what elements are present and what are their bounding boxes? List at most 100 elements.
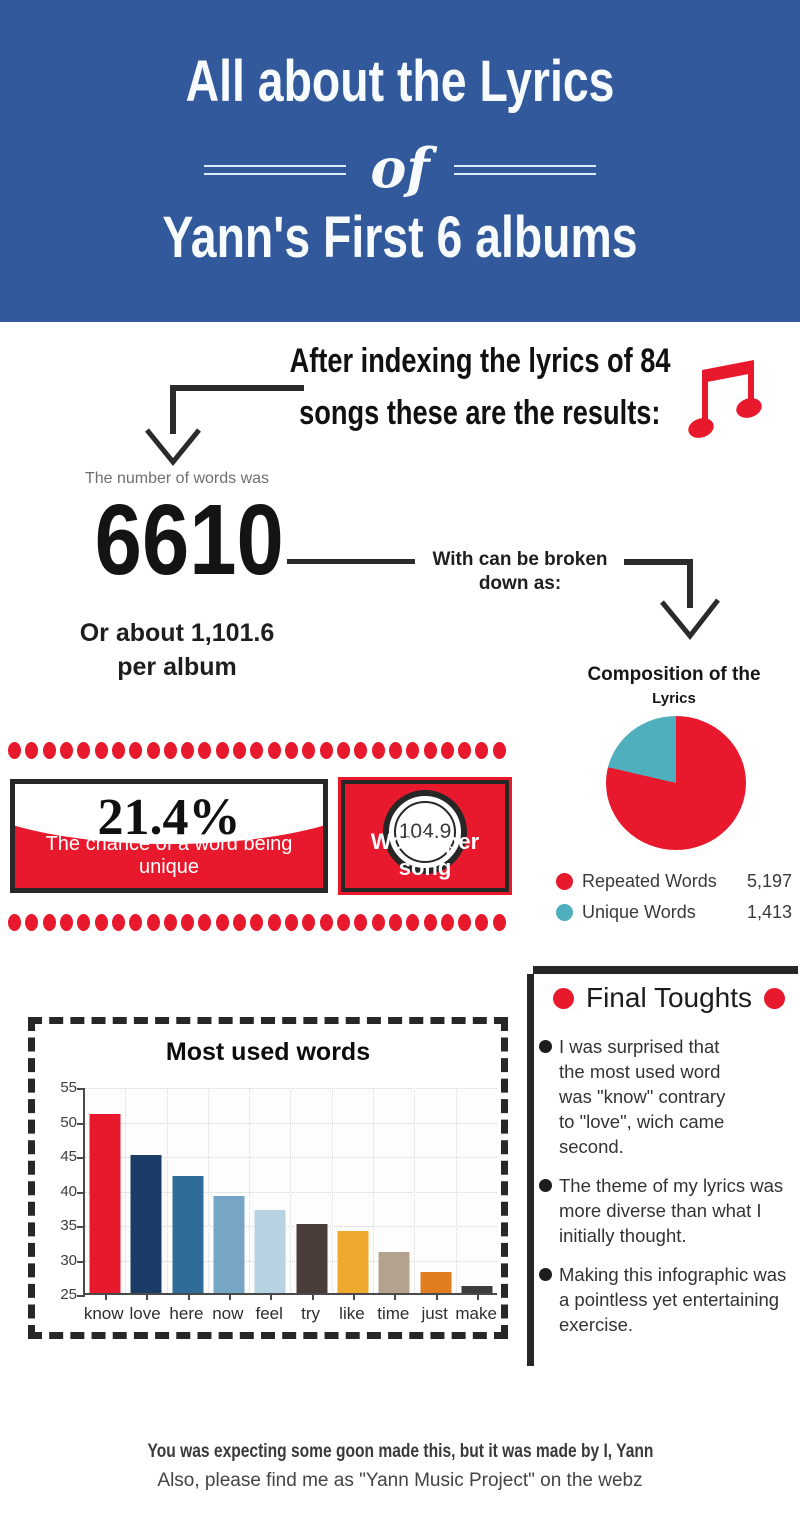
bar-column bbox=[455, 1088, 497, 1300]
red-dot-icon bbox=[111, 742, 125, 759]
x-tick bbox=[270, 1293, 273, 1300]
red-dot-icon bbox=[198, 742, 212, 759]
unique-percentage-value: 21.4% bbox=[97, 789, 241, 846]
breakdown-text: With can be broken down as: bbox=[432, 549, 608, 594]
x-label-feel: feel bbox=[255, 1304, 283, 1323]
main-title-line2: Yann's First 6 albums bbox=[162, 205, 638, 270]
red-dot-icon bbox=[163, 742, 177, 759]
per-album-text: Or about 1,101.6 per album bbox=[79, 619, 275, 681]
red-dot-icon bbox=[181, 742, 195, 759]
red-dot-icon bbox=[233, 742, 247, 759]
pie-chart bbox=[606, 716, 746, 850]
unique-percentage-caption: The chance of a word being unique bbox=[45, 833, 293, 878]
footer-line1: You was expecting some goon made this, b… bbox=[147, 1441, 653, 1462]
bar-chart-x-labels: know love here now feel try like time just make bbox=[83, 1304, 497, 1324]
words-per-song-card: 104.9 Words per song bbox=[338, 777, 512, 895]
red-dot-icon bbox=[146, 914, 160, 931]
bar-chart-panel: Most used words 55 50 45 40 35 30 25 know love h… bbox=[28, 1017, 508, 1339]
word-count-value: 6610 bbox=[94, 484, 284, 596]
red-dot-icon bbox=[8, 742, 21, 759]
title-divider: of bbox=[0, 138, 800, 202]
red-dot-icon bbox=[8, 914, 21, 931]
x-label-try: try bbox=[301, 1304, 320, 1323]
red-dot-icon bbox=[250, 914, 264, 931]
dots-row bbox=[8, 742, 506, 760]
words-per-song-caption: Words per song bbox=[370, 829, 480, 880]
x-label-make: make bbox=[455, 1304, 497, 1323]
red-dot-icon bbox=[764, 987, 786, 1009]
final-thoughts-list: I was surprised that the most used word … bbox=[539, 1034, 795, 1351]
y-tick-label: 45 bbox=[60, 1148, 77, 1165]
red-dot-icon bbox=[59, 914, 73, 931]
y-tick-label: 50 bbox=[60, 1113, 77, 1131]
red-dot-icon bbox=[492, 742, 506, 759]
red-dot-icon bbox=[458, 914, 472, 931]
bullet-text: I was surprised that the most used word … bbox=[559, 1036, 726, 1157]
bar-column bbox=[85, 1088, 125, 1300]
red-dot-icon bbox=[371, 914, 385, 931]
y-tick-label: 25 bbox=[60, 1286, 77, 1303]
red-dot-icon bbox=[25, 742, 39, 759]
red-dot-icon bbox=[129, 914, 143, 931]
bar-like bbox=[337, 1230, 369, 1293]
red-dot-icon bbox=[111, 914, 125, 931]
red-dot-icon bbox=[336, 742, 350, 759]
red-dot-icon bbox=[388, 914, 402, 931]
final-thoughts-side-bar bbox=[527, 974, 534, 1366]
red-dot-icon bbox=[285, 914, 298, 931]
legend-row: Unique Words 1,413 bbox=[556, 897, 792, 928]
x-tick bbox=[435, 1293, 438, 1300]
legend-dot-icon bbox=[556, 904, 573, 921]
bar-just bbox=[420, 1272, 452, 1293]
divider-double-line-right bbox=[453, 165, 596, 175]
main-title-line1: All about the Lyrics bbox=[185, 49, 615, 114]
red-dot-icon bbox=[475, 914, 489, 931]
bar-love bbox=[130, 1155, 162, 1293]
bar-column bbox=[166, 1088, 208, 1300]
pie-legend: Repeated Words 5,197 Unique Words 1,413 bbox=[556, 866, 792, 928]
x-label-just: just bbox=[421, 1304, 448, 1323]
y-tick bbox=[77, 1157, 85, 1159]
red-dot-icon bbox=[302, 914, 316, 931]
final-thoughts-title-text: Final Toughts bbox=[585, 982, 753, 1013]
bar-column bbox=[249, 1088, 290, 1300]
footer: You was expecting some goon made this, b… bbox=[0, 1441, 800, 1492]
intro-line1: After indexing the lyrics of 84 bbox=[289, 342, 671, 380]
red-dot-icon bbox=[59, 742, 73, 759]
x-tick bbox=[476, 1293, 479, 1300]
bullet-dot-icon bbox=[539, 1268, 552, 1281]
bar-try bbox=[296, 1224, 328, 1293]
connector-line bbox=[287, 559, 415, 564]
y-tick bbox=[77, 1191, 85, 1194]
red-dot-icon bbox=[319, 914, 333, 931]
music-note-icon bbox=[688, 360, 762, 438]
red-dot-icon bbox=[215, 914, 229, 931]
pie-title-line1: Composition of the bbox=[587, 664, 761, 685]
y-tick-label: 30 bbox=[60, 1251, 77, 1269]
legend-dot-icon bbox=[556, 873, 573, 890]
final-thoughts-bullet: The theme of my lyrics was more diverse … bbox=[539, 1173, 795, 1248]
legend-row: Repeated Words 5,197 bbox=[556, 866, 792, 897]
intro-text: After indexing the lyrics of 84 songs th… bbox=[160, 344, 800, 430]
red-dot-icon bbox=[302, 742, 316, 759]
red-dot-icon bbox=[146, 742, 160, 759]
bar-now bbox=[213, 1196, 245, 1293]
x-label-know: know bbox=[83, 1304, 124, 1323]
red-dot-icon bbox=[77, 742, 91, 759]
red-dot-icon bbox=[285, 742, 298, 759]
bar-column bbox=[290, 1088, 331, 1300]
y-tick bbox=[77, 1122, 85, 1125]
red-dot-icon bbox=[423, 742, 437, 759]
x-tick bbox=[394, 1293, 397, 1300]
x-tick bbox=[229, 1293, 232, 1300]
x-label-like: like bbox=[339, 1304, 365, 1323]
red-dot-icon bbox=[163, 914, 177, 931]
red-dot-icon bbox=[371, 742, 385, 759]
divider-double-line-left bbox=[204, 165, 347, 175]
bar-chart-title: Most used words bbox=[165, 1038, 371, 1066]
y-tick-label: 55 bbox=[60, 1079, 77, 1096]
red-dot-icon bbox=[267, 742, 281, 759]
legend-label: Unique Words bbox=[582, 902, 696, 922]
bar-feel bbox=[254, 1210, 286, 1293]
